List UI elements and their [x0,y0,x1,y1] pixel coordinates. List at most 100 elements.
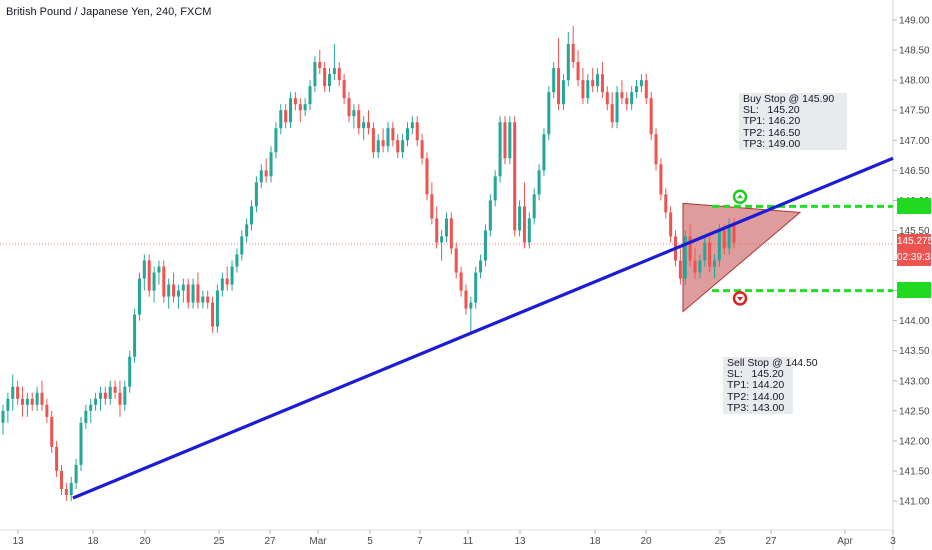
candle-body [703,242,707,261]
candle-body [620,92,624,99]
triangle-shape [682,202,802,313]
triangle-pattern[interactable] [682,202,802,313]
candle-body [274,128,278,153]
y-tick-label: 143.50 [899,346,930,357]
candle-body [376,140,380,153]
y-tick-label: 148.50 [899,46,930,57]
candle-body [508,122,512,159]
candle-body [479,260,483,273]
x-tick-label: 11 [463,536,474,547]
candle-body [30,398,34,405]
candle-body [98,392,102,399]
candle-body [527,218,531,243]
x-tick-label: Apr [837,536,853,547]
candle-body [522,206,526,243]
candle-body [133,314,137,357]
candle-body [381,140,385,147]
candle-body [191,284,195,303]
candle-body [513,122,517,231]
candle-body [469,302,473,309]
candle-body [137,278,141,315]
candle-body [64,488,68,495]
candle-body [654,134,658,165]
y-tick-label: 147.50 [899,106,930,117]
x-tick-label: 25 [213,536,225,547]
candle-body [405,128,409,141]
candle-body [1,410,5,423]
candle-body [415,122,419,141]
note-line: SL: 145.20 [743,104,800,117]
candle-body [259,170,263,183]
candle-body [318,62,322,69]
candle-body [659,164,663,195]
y-tick-label: 146.50 [899,166,930,177]
candle-body [128,356,132,387]
candle-body [557,68,561,105]
note-line: TP3: 149.00 [743,137,801,150]
candle-body [615,92,619,123]
candle-body [464,290,468,309]
y-tick-label: 147.00 [899,136,930,147]
note-line: TP1: 144.20 [727,379,785,392]
candle-body [571,44,575,63]
candle-body [410,122,414,129]
candle-body [35,392,39,405]
note-line: Sell Stop @ 144.50 [727,357,818,369]
x-tick-label: 13 [12,536,24,547]
candle-body [722,230,726,249]
candle-body [712,260,717,267]
candle-body [118,392,122,405]
candle-body [269,152,273,177]
candle-body [323,68,327,87]
sell-level-price-tag [897,282,931,298]
overlays [0,156,894,500]
candle-body [332,68,336,75]
candle-body [678,260,682,279]
candle-body [157,266,161,273]
note-line: TP2: 144.00 [727,390,785,403]
candle-body [586,80,590,99]
candle-body [596,74,600,87]
candle-body [493,176,497,201]
countdown-tag: 02:39:36 [897,250,932,266]
candle-body [108,386,112,399]
candle-body [123,386,127,405]
candle-body [644,80,648,99]
candle-body [566,44,570,81]
x-tick-label: 27 [765,536,777,547]
candle-body [45,404,49,417]
arrow-up-glyph [737,194,743,199]
candle-body [69,482,73,495]
candle-body [264,170,268,177]
sell-stop-note[interactable]: Sell Stop @ 144.50 SL: 145.20 TP1: 144.2… [723,357,818,414]
candle-body [386,128,390,147]
candle-body [313,62,317,87]
candle-body [688,236,692,261]
note-line: SL: 145.20 [727,368,784,381]
candle-body [211,302,215,327]
candle-body [440,236,444,243]
candle-body [425,158,429,195]
candle-body [610,104,614,123]
candle-body [293,98,297,105]
candle-body [176,290,180,297]
candle-body [581,80,585,99]
candle-body [683,236,687,279]
candle-body [113,386,117,393]
candle-body [220,278,224,291]
candle-body [284,110,288,123]
price-axis[interactable] [0,0,894,550]
candle-body [142,260,146,279]
candle-body [449,218,453,249]
candle-body [303,104,307,111]
candle-body [342,80,346,99]
candle-body [25,398,29,405]
buy-stop-note[interactable]: Buy Stop @ 145.90 SL: 145.20 TP1: 146.20… [739,93,847,150]
candle-body [600,74,604,93]
trendline [72,156,894,500]
candle-body [16,386,20,399]
candle-body [181,284,185,291]
candle-body [172,284,176,297]
candle-body [162,266,166,297]
